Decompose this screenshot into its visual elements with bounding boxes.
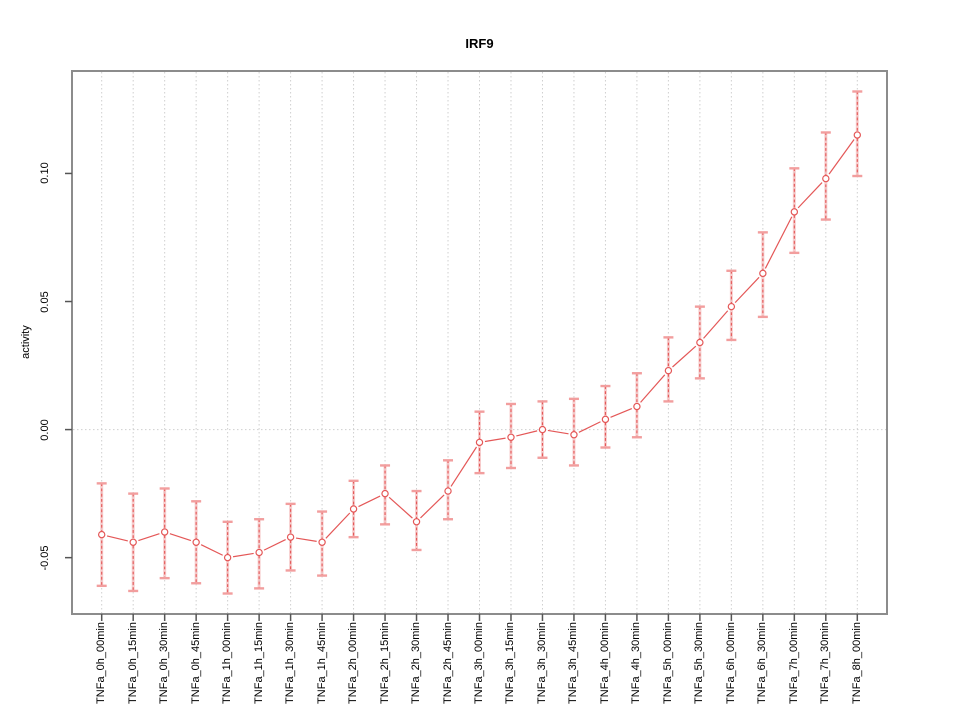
x-tick-label: TNFa_1h_45min xyxy=(315,622,328,704)
x-tick-label: TNFa_2h_45min xyxy=(441,622,454,704)
series-segment xyxy=(547,429,569,435)
series-segment xyxy=(420,494,445,519)
x-tick-label: TNFa_4h_30min xyxy=(630,622,643,704)
series-segment xyxy=(516,430,538,437)
x-tick-label: TNFa_5h_00min xyxy=(661,622,674,704)
data-point xyxy=(727,302,736,311)
series-segment xyxy=(388,496,413,519)
data-point xyxy=(475,438,484,447)
series-segment xyxy=(263,539,286,551)
y-tick-label: 0.00 xyxy=(39,418,51,441)
data-point xyxy=(790,208,799,216)
x-tick-label: TNFa_0h_00min xyxy=(95,622,108,704)
x-tick-label: TNFa_2h_30min xyxy=(410,622,423,704)
x-tick-label: TNFa_3h_30min xyxy=(535,622,548,704)
data-point xyxy=(97,530,106,539)
x-tick-label: TNFa_0h_15min xyxy=(126,622,139,704)
data-point xyxy=(601,415,610,424)
data-point xyxy=(570,431,578,439)
series-segment xyxy=(610,408,633,418)
data-point xyxy=(381,489,389,498)
x-tick-label: TNFa_2h_15min xyxy=(378,622,391,704)
chart-title: IRF9 xyxy=(465,36,494,51)
data-point xyxy=(633,402,641,411)
series-segment xyxy=(640,374,666,403)
x-tick-label: TNFa_7h_00min xyxy=(787,622,800,704)
x-tick-label: TNFa_2h_00min xyxy=(347,622,360,704)
series-segment xyxy=(578,421,601,433)
data-point xyxy=(129,538,137,546)
x-tick-label: TNFa_4h_00min xyxy=(598,622,611,704)
x-tick-label: TNFa_3h_45min xyxy=(567,622,580,704)
data-point xyxy=(507,433,515,441)
x-tick-label: TNFa_5h_30min xyxy=(693,622,706,704)
x-tick-label: TNFa_1h_00min xyxy=(221,622,234,704)
data-point xyxy=(286,533,295,541)
series-segment xyxy=(358,495,381,508)
series-segment xyxy=(325,512,351,539)
x-tick-label: TNFa_8h_00min xyxy=(850,622,863,704)
series-segment xyxy=(232,552,254,558)
data-point xyxy=(664,366,673,375)
y-tick-label: -0.05 xyxy=(39,545,51,571)
series-segment xyxy=(138,533,160,542)
series-segment xyxy=(169,533,192,542)
data-point xyxy=(192,538,200,546)
data-point xyxy=(255,548,263,557)
data-point xyxy=(318,538,326,546)
series-segment xyxy=(672,345,697,368)
series-segment xyxy=(797,182,823,209)
series-segment xyxy=(295,537,317,542)
x-tick-label: TNFa_1h_30min xyxy=(284,622,297,704)
series-segment xyxy=(450,446,478,487)
data-point xyxy=(538,425,547,434)
data-point xyxy=(223,553,232,562)
series-segment xyxy=(200,544,223,556)
series-segment xyxy=(828,139,855,175)
x-tick-label: TNFa_3h_15min xyxy=(504,622,517,704)
data-point xyxy=(759,269,767,278)
data-point xyxy=(822,174,830,183)
series-segment xyxy=(106,535,128,542)
x-tick-label: TNFa_3h_00min xyxy=(473,622,485,704)
data-point xyxy=(412,518,421,526)
data-point xyxy=(696,338,704,347)
data-point xyxy=(444,487,452,495)
y-tick-label: 0.05 xyxy=(39,290,51,313)
y-tick-label: 0.10 xyxy=(39,162,51,185)
data-point xyxy=(349,505,358,513)
x-tick-label: TNFa_6h_30min xyxy=(756,622,769,704)
x-tick-label: TNFa_6h_00min xyxy=(724,622,737,704)
data-point xyxy=(160,528,169,536)
data-point xyxy=(853,131,862,139)
series-segment xyxy=(703,310,729,339)
x-tick-label: TNFa_1h_15min xyxy=(252,622,265,704)
x-tick-label: TNFa_0h_45min xyxy=(189,622,202,704)
x-tick-label: TNFa_7h_30min xyxy=(819,622,832,704)
x-tick-label: TNFa_0h_30min xyxy=(158,622,171,704)
series-segment xyxy=(764,216,793,269)
series-segment xyxy=(734,276,760,304)
series-segment xyxy=(484,437,506,443)
